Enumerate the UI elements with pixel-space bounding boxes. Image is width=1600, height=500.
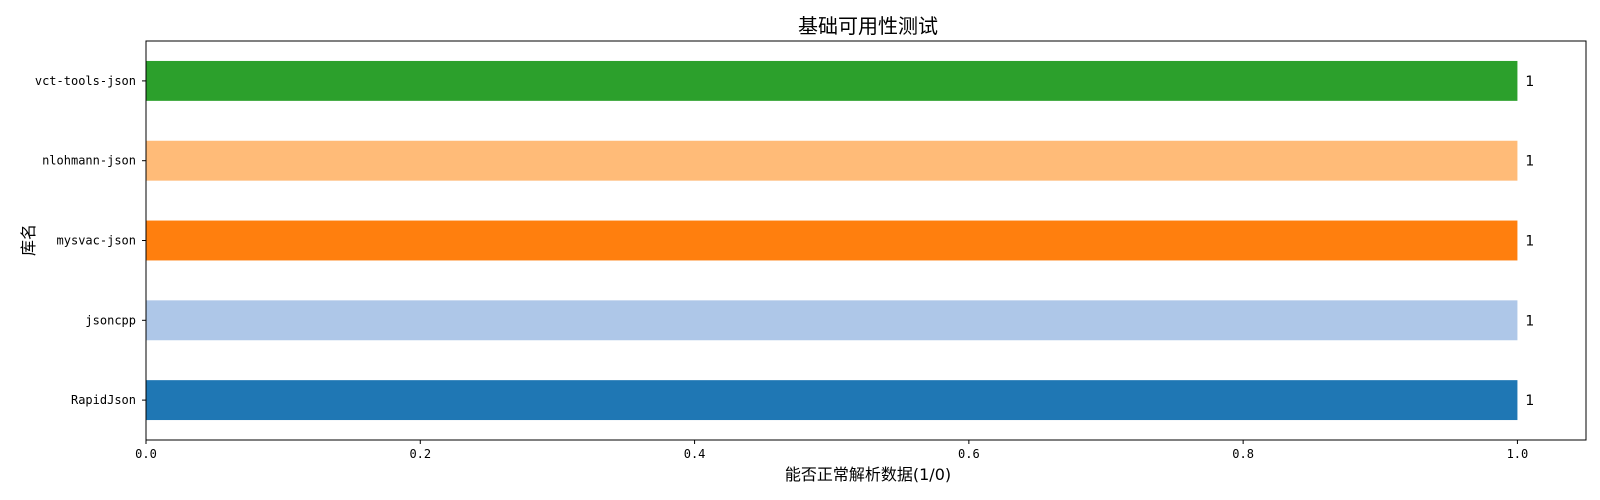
x-tick-label: 0.6 — [958, 447, 980, 461]
chart-title: 基础可用性测试 — [798, 14, 938, 38]
data-label: 1 — [1525, 234, 1534, 250]
bar-RapidJson — [146, 380, 1518, 421]
x-tick-label: 0.2 — [409, 447, 431, 461]
x-axis-label: 能否正常解析数据(1/0) — [785, 465, 951, 484]
y-tick-label: vct-tools-json — [35, 74, 136, 88]
y-tick-label: nlohmann-json — [42, 154, 136, 168]
data-label: 1 — [1525, 154, 1534, 170]
bar-jsoncpp — [146, 300, 1518, 341]
y-tick-labels: RapidJson jsoncpp mysvac-json nlohmann-json… — [35, 74, 146, 407]
bar-nlohmann-json — [146, 140, 1518, 181]
x-ticks: 0.0 0.2 0.4 0.6 0.8 1.0 — [135, 440, 1528, 461]
data-labels: 1 1 1 1 1 — [1525, 74, 1534, 409]
y-tick-label: mysvac-json — [57, 234, 136, 248]
bar-vct-tools-json — [146, 60, 1518, 101]
bars-group — [146, 60, 1518, 421]
plot-frame — [145, 40, 1587, 441]
x-tick-label: 0.8 — [1232, 447, 1254, 461]
data-label: 1 — [1525, 393, 1534, 409]
y-axis-label: 库名 — [19, 224, 38, 256]
x-tick-label: 1.0 — [1507, 447, 1529, 461]
data-label: 1 — [1525, 313, 1534, 329]
y-tick-label: RapidJson — [71, 393, 136, 407]
bar-mysvac-json — [146, 220, 1518, 261]
x-tick-label: 0.4 — [684, 447, 706, 461]
data-label: 1 — [1525, 74, 1534, 90]
x-tick-label: 0.0 — [135, 447, 157, 461]
y-tick-label: jsoncpp — [85, 313, 136, 327]
